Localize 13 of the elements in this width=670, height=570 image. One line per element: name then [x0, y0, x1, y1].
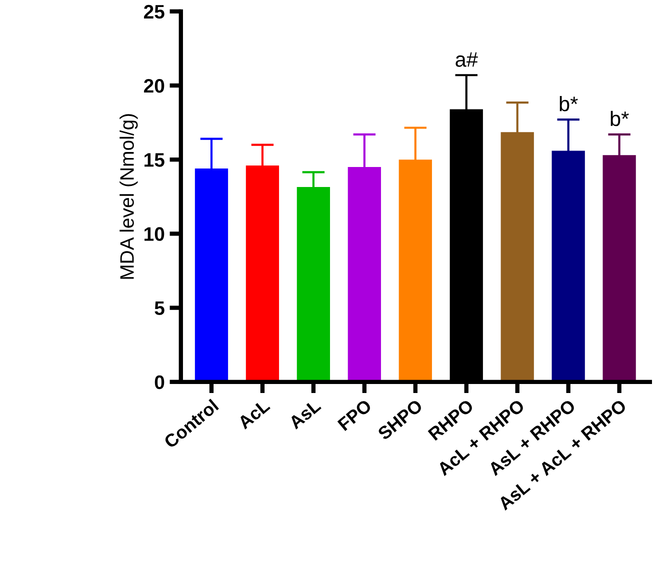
y-tick-label: 25 — [144, 4, 164, 19]
x-tick-label: AcL — [237, 398, 271, 430]
annotation: b* — [560, 96, 578, 112]
y-axis-title: MDA level (Nmol/g) — [120, 114, 138, 279]
y-tick-label: 20 — [144, 78, 164, 93]
x-tick-label: FPO — [337, 398, 372, 432]
y-tick-label: 0 — [154, 375, 164, 390]
y-tick-label: 15 — [144, 153, 164, 167]
y-tick-label: 5 — [154, 301, 164, 316]
annotation: b* — [610, 110, 629, 126]
annotation: a# — [456, 52, 478, 67]
y-tick-label: 10 — [144, 227, 164, 241]
x-tick-label: AsL — [288, 398, 322, 430]
